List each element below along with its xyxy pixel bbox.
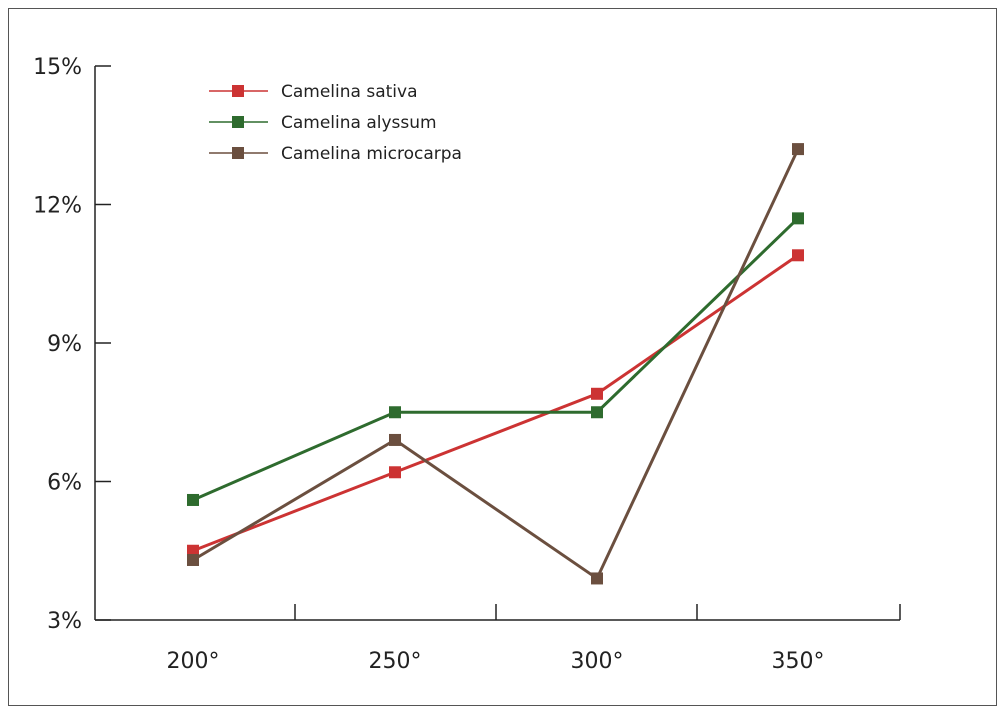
series-line [192,217,800,502]
series-line [192,254,799,553]
data-point [792,249,804,262]
data-point [389,406,401,419]
data-point [591,387,603,400]
legend-item: Camelina sativa [209,82,418,102]
legend-marker [232,116,244,128]
data-point [389,433,401,446]
y-tick-label: 15% [33,55,82,80]
data-point [187,493,199,506]
chart-frame [8,8,997,706]
series-line [192,148,800,581]
series-1 [187,212,804,506]
data-point [792,143,804,156]
legend: Camelina sativa Camelina alyssum Camelina … [209,82,462,164]
legend-label: Camelina microcarpa [281,144,462,164]
data-point [591,572,603,585]
x-tick-label: 250° [369,649,422,674]
y-tick-label: 9% [47,332,82,357]
data-point [792,212,804,225]
legend-label: Camelina alyssum [281,113,437,133]
y-tick-label: 6% [47,471,82,496]
y-tick-label: 3% [47,609,82,634]
legend-marker [232,85,244,97]
data-point [591,406,603,419]
y-tick-label: 12% [33,194,82,219]
legend-item: Camelina microcarpa [209,144,462,164]
data-point [187,544,199,557]
axes: 3% 6% 9% 12% 15% 200° 250° 300° 350° [33,55,901,674]
data-point [389,466,401,479]
x-tick-label: 200° [167,649,220,674]
legend-marker [232,147,244,159]
series-0 [187,249,804,557]
legend-item: Camelina alyssum [209,113,437,133]
series-layer [187,143,804,585]
x-tick-label: 300° [571,649,624,674]
data-point [187,553,199,566]
x-tick-label: 350° [772,649,825,674]
legend-label: Camelina sativa [281,82,418,102]
series-2 [187,143,804,585]
